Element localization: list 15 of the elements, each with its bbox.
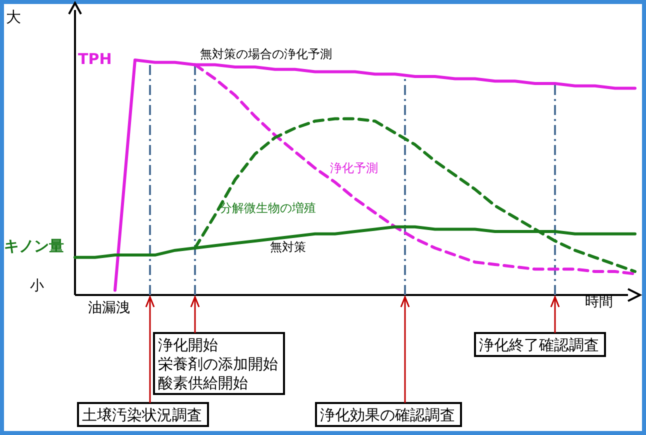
text: 土壌汚染状況調査 bbox=[82, 406, 202, 424]
annotation: 無対策の場合の浄化予測 bbox=[200, 47, 332, 61]
text: 大 bbox=[6, 8, 21, 26]
text: 栄養剤の添加開始 bbox=[158, 355, 278, 373]
text: 小 bbox=[30, 278, 44, 294]
series-label: TPH bbox=[78, 50, 112, 68]
text: 酸素供給開始 bbox=[158, 374, 248, 392]
text: 浄化効果の確認調査 bbox=[320, 406, 455, 424]
text: 浄化開始 bbox=[158, 336, 218, 354]
series-label: キノン量 bbox=[4, 237, 64, 255]
series-label: 浄化予測 bbox=[330, 161, 378, 175]
text: 浄化終了確認調査 bbox=[479, 336, 599, 354]
text: 油漏洩 bbox=[88, 300, 130, 316]
annotation: 無対策 bbox=[270, 240, 306, 254]
series-label: 分解微生物の増殖 bbox=[220, 201, 316, 215]
